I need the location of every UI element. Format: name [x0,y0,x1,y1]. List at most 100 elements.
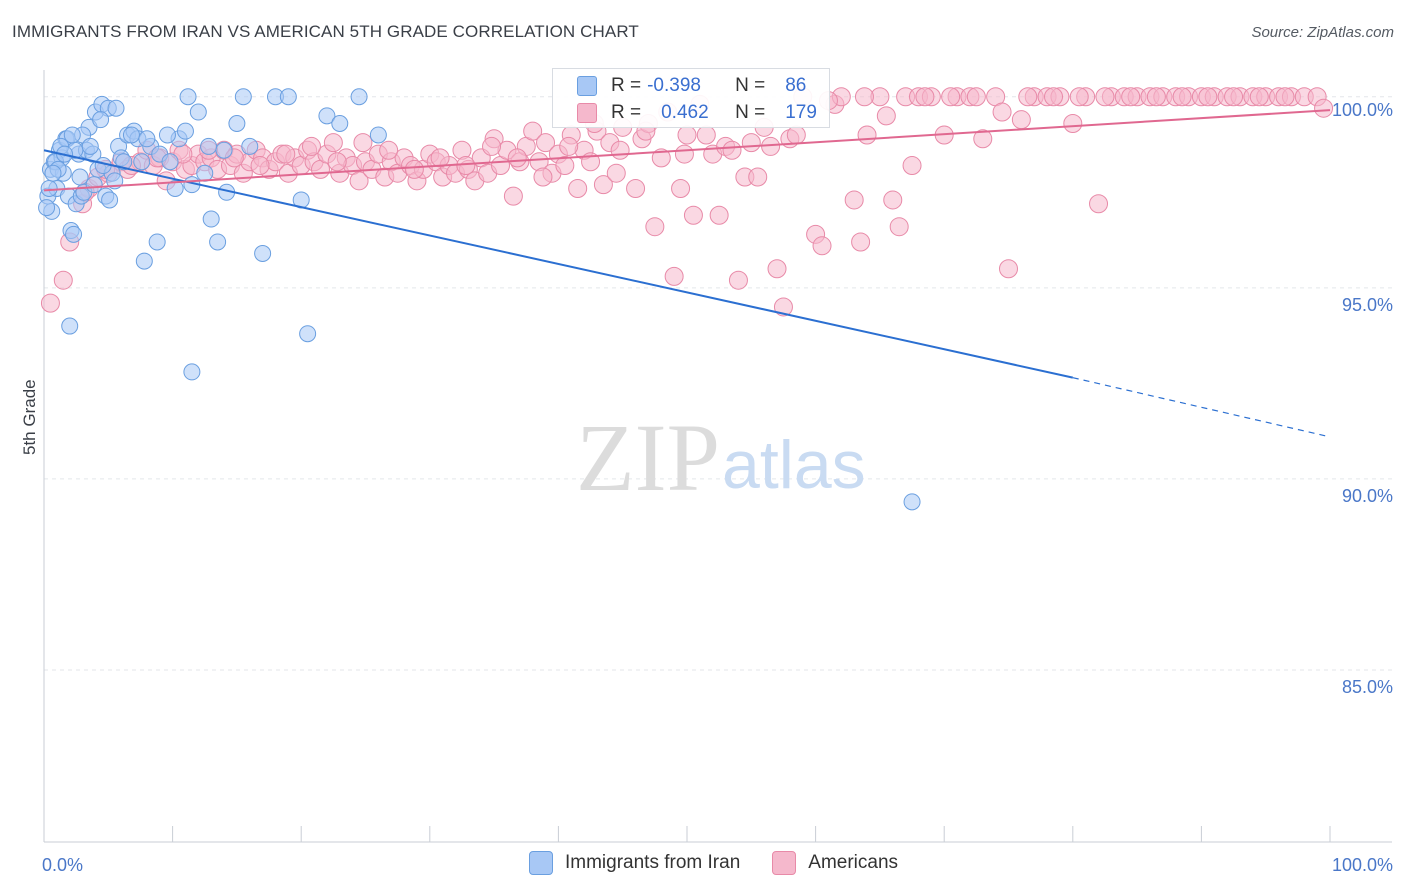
iran-point [318,107,336,125]
americans-point [651,148,671,168]
legend-r-value: -0.398 [647,75,701,96]
americans-point [1011,110,1031,130]
y-tick-label: 90.0% [1342,486,1393,506]
iran-point [71,168,89,186]
americans-point [883,190,903,210]
iran-point [138,130,156,148]
americans-point [844,190,864,210]
iran-point [183,363,201,381]
americans-point [593,175,613,195]
iran-point [279,88,297,106]
americans-point [876,106,896,126]
iran-point [331,115,349,133]
americans-point [404,159,424,179]
americans-point [851,232,871,252]
americans-point [533,167,553,187]
series-swatch-iran [529,851,553,875]
iran-trend-line [43,149,1074,379]
americans-point [327,152,347,172]
iran-point [133,153,151,171]
iran-point [61,317,79,335]
americans-point [626,178,646,198]
americans-point [1146,87,1166,107]
americans-point [767,259,787,279]
americans-point [1249,87,1269,107]
americans-point [677,125,697,145]
y-axis-label: 5th Grade [20,379,39,455]
americans-point [674,144,694,164]
americans-point [250,156,270,176]
americans-point [645,217,665,237]
americans-point [741,133,761,153]
americans-point [323,133,343,153]
iran-point [209,233,227,251]
americans-point [379,140,399,160]
americans-point [1314,98,1334,118]
americans-point [992,102,1012,122]
americans-point [40,293,60,313]
trend-lines [43,109,1331,438]
iran-point [241,137,259,155]
americans-point [353,133,373,153]
legend-r-value: 0.462 [661,102,709,123]
iran-point [215,141,233,159]
iran-point [115,153,133,171]
americans-point [301,136,321,156]
iran-point [176,122,194,140]
americans-point [1063,114,1083,134]
americans-point [854,87,874,107]
americans-point [559,136,579,156]
iran-point [92,111,110,129]
americans-point [456,156,476,176]
americans-point [857,125,877,145]
iran-point [101,191,119,209]
gridlines [44,96,1392,671]
americans-point [1018,87,1038,107]
americans-point [1198,87,1218,107]
iran-point [228,115,246,133]
americans-point [507,148,527,168]
americans-point [349,171,369,191]
americans-point [683,205,703,225]
y-tick-label: 100.0% [1332,100,1393,120]
legend-n-value: 179 [785,102,817,123]
series-label-iran: Immigrants from Iran [565,852,741,873]
legend-n-label: N = [735,102,766,123]
legend-row-iran: R = -0.398 N = 86 [553,73,806,99]
iran-point [200,137,218,155]
americans-point [786,125,806,145]
iran-point [369,126,387,144]
iran-point [903,493,921,511]
iran-point [81,137,99,155]
americans-point [1095,87,1115,107]
americans-point [748,167,768,187]
americans-point [999,259,1018,279]
iran-point [122,126,140,144]
americans-point [664,266,684,286]
watermark-zip: ZIP [576,404,720,511]
legend-swatch-blue [577,76,597,96]
americans-point [1044,87,1064,107]
americans-point [523,121,543,141]
iran-point [161,153,179,171]
chart-title: IMMIGRANTS FROM IRAN VS AMERICAN 5TH GRA… [12,22,639,41]
tick-labels: 85.0% 90.0% 95.0% 100.0% 0.0% 100.0% [42,100,1393,875]
x-tick-label: 100.0% [1332,855,1393,875]
iran-point [196,164,214,182]
series-label-americans: Americans [808,852,899,873]
iran-point [189,103,207,121]
iran-point [299,325,317,343]
iran-point [254,244,272,262]
americans-point [536,133,556,153]
watermark-atlas: atlas [722,427,866,503]
iran-point [65,225,83,243]
americans-point [276,144,296,164]
iran-point [63,126,81,144]
americans-point [503,186,523,206]
iran-point [166,179,184,197]
y-tick-label: 95.0% [1342,295,1393,315]
americans-point [1089,194,1109,214]
legend-row-americans: R = 0.462 N = 179 [553,100,817,126]
americans-point [1121,87,1141,107]
